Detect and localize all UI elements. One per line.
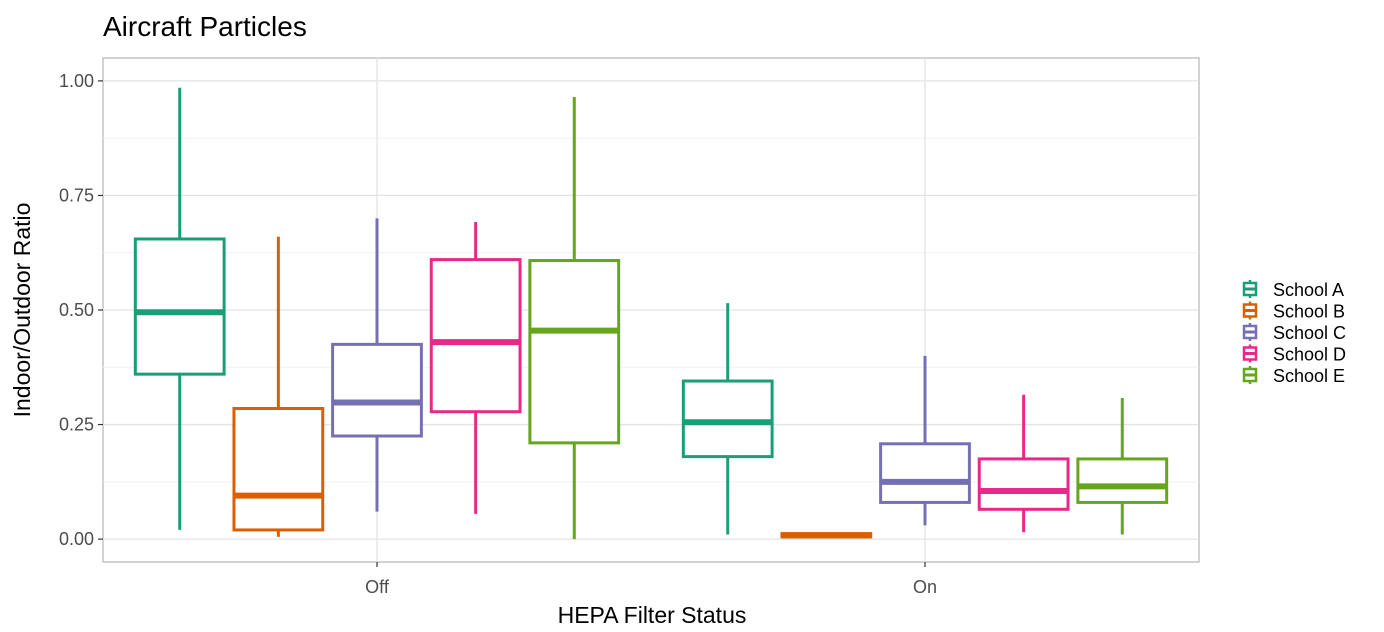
x-axis: Off On	[365, 562, 937, 597]
box-plots	[133, 87, 1169, 540]
x-tick-label: Off	[365, 577, 390, 597]
y-axis-title: Indoor/Outdoor Ratio	[9, 203, 35, 418]
y-tick-label: 0.50	[59, 300, 94, 320]
legend-item: School E	[1242, 366, 1345, 386]
box	[681, 379, 774, 459]
x-tick-label: On	[913, 577, 937, 597]
legend-label: School C	[1273, 323, 1346, 343]
legend-label: School D	[1273, 345, 1346, 365]
box	[232, 407, 325, 532]
box-plot	[232, 236, 325, 537]
box-plot	[681, 303, 774, 535]
box	[977, 457, 1070, 511]
box-plot	[429, 222, 522, 514]
legend-label: School B	[1273, 302, 1345, 322]
box-plot	[133, 87, 226, 530]
box	[133, 237, 226, 376]
legend-item: School B	[1242, 301, 1345, 322]
legend-item: School D	[1242, 344, 1346, 365]
box-plot	[780, 532, 873, 539]
box	[429, 258, 522, 414]
box-plot	[1076, 397, 1169, 535]
legend-label: School A	[1273, 280, 1344, 300]
box	[528, 259, 621, 445]
y-tick-label: 0.75	[59, 185, 94, 205]
y-tick-label: 0.25	[59, 415, 94, 435]
box	[1076, 457, 1169, 504]
box-plot	[528, 96, 621, 540]
box	[879, 442, 971, 504]
box-plot	[977, 394, 1070, 533]
x-axis-title: HEPA Filter Status	[558, 602, 747, 628]
y-tick-label: 0.00	[59, 529, 94, 549]
y-axis: 0.00 0.25 0.50 0.75 1.00	[59, 71, 103, 549]
legend-item: School A	[1242, 280, 1344, 300]
legend-item: School C	[1242, 323, 1346, 343]
y-tick-label: 1.00	[59, 71, 94, 91]
legend-label: School E	[1273, 366, 1345, 386]
box-plot	[879, 355, 971, 526]
box	[331, 342, 423, 438]
chart-title: Aircraft Particles	[103, 11, 307, 42]
box-plot	[331, 218, 423, 512]
